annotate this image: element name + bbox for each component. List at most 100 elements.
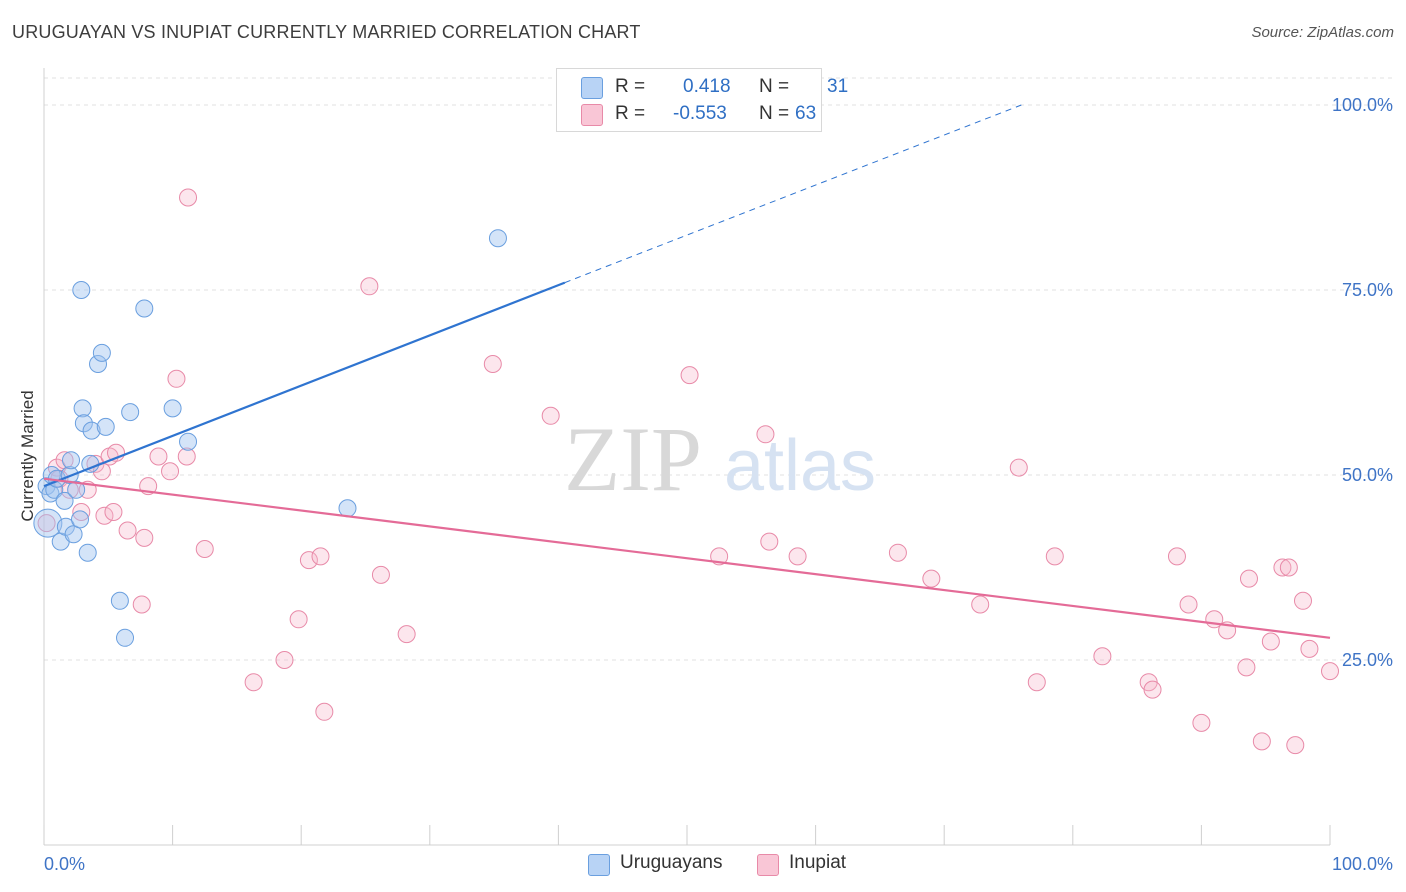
inupiat-point: [1167, 547, 1186, 566]
inupiat-point: [179, 188, 198, 207]
uruguayan-point: [92, 343, 111, 362]
inupiat-point: [1179, 595, 1198, 614]
legend-label-inupiat: Inupiat: [789, 852, 847, 873]
inupiat-point: [371, 565, 390, 584]
inupiat-point: [37, 514, 56, 533]
legend-swatch-pink: [581, 104, 603, 126]
y-axis-title: Currently Married: [18, 390, 37, 521]
trend-lines: [43, 104, 1331, 639]
inupiat-point: [1261, 632, 1280, 651]
inupiat-point: [1239, 569, 1258, 588]
inupiat-point: [756, 425, 775, 444]
uruguayan-point: [71, 510, 90, 529]
inupiat-point: [397, 625, 416, 644]
uruguayan-point: [488, 229, 507, 248]
gridlines: [44, 77, 1392, 661]
inupiat-point: [1273, 558, 1292, 577]
inupiat-points: [37, 188, 1339, 755]
inupiat-point: [311, 547, 330, 566]
uruguayan-point: [89, 355, 108, 373]
uruguayan-point: [73, 399, 92, 418]
uruguayan-point: [116, 628, 135, 647]
inupiat-point: [1321, 662, 1339, 681]
legend-swatch-blue: [581, 77, 603, 99]
x-tick-label: 0.0%: [44, 854, 85, 874]
watermark-atlas: atlas: [724, 426, 876, 506]
uruguayan-trend-line: [43, 281, 566, 488]
inupiat-point: [195, 540, 214, 558]
inupiat-point: [1252, 732, 1271, 751]
inupiat-point: [275, 651, 294, 669]
uruguayan-point: [338, 499, 357, 518]
legend-n-label: N =: [759, 103, 790, 124]
uruguayan-point: [55, 491, 74, 510]
uruguayan-point: [62, 451, 81, 470]
inupiat-point: [971, 595, 990, 614]
inupiat-point: [360, 277, 379, 296]
inupiat-trend-line: [43, 477, 1331, 639]
legend-n-value: 63: [795, 103, 817, 124]
x-tick-label: 100.0%: [1332, 854, 1393, 874]
legend-r-value: 0.418: [683, 76, 731, 97]
uruguayan-point: [82, 421, 101, 440]
stats-legend: R = 0.418 N = 31 R = -0.553 N = 63: [556, 68, 848, 132]
inupiat-point: [1143, 680, 1162, 699]
inupiat-point: [1279, 558, 1298, 577]
inupiat-point: [680, 366, 699, 385]
inupiat-point: [177, 447, 196, 466]
inupiat-point: [1093, 647, 1112, 666]
uruguayan-point: [67, 480, 86, 499]
uruguayan-point: [163, 399, 182, 418]
inupiat-point: [483, 355, 502, 373]
inupiat-point: [244, 673, 263, 692]
inupiat-point: [104, 503, 123, 521]
uruguayan-point: [121, 403, 140, 422]
uruguayan-point: [96, 417, 115, 436]
inupiat-point: [289, 610, 308, 629]
uruguayan-point: [179, 432, 198, 451]
legend-r-label: R =: [615, 103, 646, 124]
legend-label-uruguayans: Uruguayans: [620, 852, 723, 873]
uruguayan-point: [72, 281, 91, 299]
uruguayan-trend-extension: [564, 104, 1022, 284]
uruguayan-point: [33, 508, 63, 538]
inupiat-point: [315, 702, 334, 721]
inupiat-point: [299, 551, 318, 570]
uruguayan-point: [110, 591, 129, 610]
uruguayan-points: [33, 229, 507, 647]
inupiat-point: [1300, 639, 1319, 658]
chart-title: URUGUAYAN VS INUPIAT CURRENTLY MARRIED C…: [12, 22, 641, 42]
legend-swatch-blue: [588, 854, 610, 876]
inupiat-point: [541, 406, 560, 425]
y-tick-label: 75.0%: [1342, 280, 1393, 300]
inupiat-point: [135, 528, 154, 547]
legend-r-label: R =: [615, 76, 646, 97]
x-tick-labels: 0.0% 100.0%: [44, 854, 1393, 874]
legend-n-value: 31: [827, 76, 849, 97]
legend-r-value: -0.553: [673, 103, 727, 124]
y-tick-label: 25.0%: [1342, 650, 1393, 670]
inupiat-point: [1192, 713, 1211, 732]
inupiat-point: [1009, 458, 1028, 477]
uruguayan-point: [64, 525, 83, 544]
inupiat-point: [1027, 673, 1046, 692]
y-tick-label: 100.0%: [1332, 95, 1393, 115]
inupiat-point: [118, 521, 137, 540]
inupiat-point: [1293, 591, 1312, 610]
legend-swatch-pink: [757, 854, 779, 876]
inupiat-point: [72, 503, 91, 521]
legend-n-label: N =: [759, 76, 790, 97]
inupiat-point: [1286, 736, 1305, 755]
inupiat-point: [161, 462, 180, 481]
inupiat-point: [95, 506, 114, 525]
watermark: ZIP atlas: [564, 408, 876, 510]
inupiat-point: [888, 543, 907, 562]
inupiat-point: [132, 595, 151, 614]
y-tick-labels: 25.0% 50.0% 75.0% 100.0%: [1332, 95, 1393, 670]
inupiat-point: [1045, 547, 1064, 566]
uruguayan-point: [135, 299, 154, 318]
inupiat-point: [788, 547, 807, 566]
x-ticks: [43, 825, 1331, 845]
inupiat-point: [760, 532, 779, 551]
